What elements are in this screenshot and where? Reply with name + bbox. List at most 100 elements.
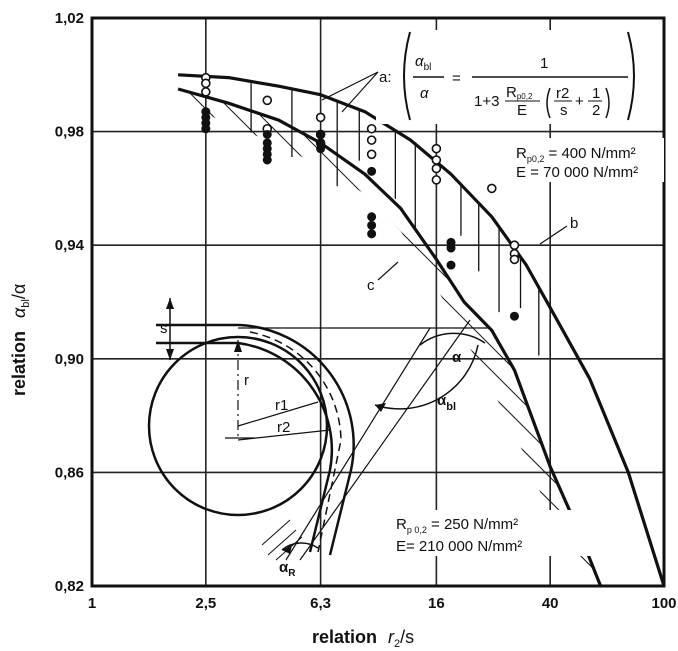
r1-leader bbox=[237, 401, 319, 427]
plot-frame bbox=[90, 16, 666, 588]
formula-alpha-bl: αbl bbox=[415, 53, 431, 73]
bend-sketch bbox=[147, 298, 490, 561]
lower-e-value: E= 210 000 N/mm² bbox=[396, 538, 522, 555]
formula-alpha-den: α bbox=[420, 85, 429, 102]
open-point bbox=[431, 155, 442, 165]
sheet-inner-edge bbox=[156, 341, 334, 553]
y-axis-sub: bl bbox=[20, 299, 32, 308]
filled-point bbox=[316, 144, 326, 154]
alpha-bl-sub: bl bbox=[446, 401, 456, 413]
inset-alpha-bl-label: αbl bbox=[437, 392, 456, 413]
x-axis-symbol: r bbox=[388, 627, 395, 647]
filled-point bbox=[262, 129, 272, 139]
filled-point bbox=[367, 166, 377, 176]
inset-alpha-label: α bbox=[452, 349, 462, 366]
leader-lines bbox=[250, 81, 540, 356]
alpha-bl-symbol: α bbox=[437, 392, 447, 409]
formula-rp: Rp0,2 bbox=[506, 84, 533, 101]
x-axis-word: relation bbox=[312, 627, 377, 647]
upper-e-value: E = 70 000 N/mm² bbox=[516, 164, 638, 181]
inset-r-label: r bbox=[244, 372, 249, 389]
x-tick-label: 6,3 bbox=[310, 595, 331, 612]
formula-paren-left bbox=[403, 31, 411, 121]
alpha-r-arrow bbox=[282, 545, 292, 554]
filled-point bbox=[201, 124, 211, 134]
open-point bbox=[509, 240, 520, 250]
open-point bbox=[366, 123, 377, 134]
curve-b-pointer bbox=[539, 225, 568, 245]
formula-inner-paren-right bbox=[605, 87, 610, 119]
alpha-bl-arc bbox=[374, 344, 479, 410]
filled-point bbox=[367, 229, 377, 239]
open-point bbox=[366, 149, 377, 160]
svg-text:Rp0,2 = 400 N/mm²: Rp0,2 = 400 N/mm² bbox=[516, 145, 636, 164]
formula-half-top: 1 bbox=[592, 85, 600, 102]
filled-point bbox=[446, 243, 456, 253]
y-tick-label: 0,98 bbox=[55, 124, 84, 141]
curve-c bbox=[177, 87, 603, 586]
y-tick-label: 1,02 bbox=[55, 10, 84, 27]
y-axis-symbol: α bbox=[9, 307, 29, 318]
formula-plus: + bbox=[575, 93, 584, 110]
open-point bbox=[262, 95, 273, 106]
alpha-bl-arrow bbox=[375, 403, 386, 412]
formula-pointer-2 bbox=[341, 71, 379, 113]
upper-r-value: = 400 N/mm² bbox=[544, 145, 635, 162]
formula-pointer-1 bbox=[321, 71, 379, 101]
svg-text:Rp 0,2 = 250 N/mm²: Rp 0,2 = 250 N/mm² bbox=[396, 516, 518, 535]
x-axis-tail: /s bbox=[400, 627, 414, 647]
y-axis-word: relation bbox=[9, 331, 29, 396]
alpha-r-symbol: α bbox=[279, 559, 289, 576]
hatch-tool-1 bbox=[261, 519, 291, 546]
formula-alpha-bl-sub: bl bbox=[424, 62, 432, 73]
r-arrow bbox=[234, 340, 242, 352]
y-tick-label: 0,86 bbox=[55, 464, 84, 481]
formula: a: αbl α = 1 1+3 Rp0,2 E r2 s + 1 2 bbox=[376, 30, 638, 124]
x-tick-label: 100 bbox=[651, 595, 676, 612]
filled-point bbox=[446, 260, 456, 270]
curves bbox=[177, 73, 664, 586]
formula-equals: = bbox=[452, 70, 461, 87]
open-point bbox=[201, 78, 211, 89]
formula-rp-r: R bbox=[506, 84, 517, 101]
y-tick-label: 0,90 bbox=[55, 351, 84, 368]
y-tick-label: 0,94 bbox=[55, 237, 85, 254]
open-point bbox=[201, 87, 211, 97]
open-point bbox=[366, 135, 377, 145]
filled-point bbox=[367, 212, 377, 222]
alpha-r-sub: R bbox=[288, 568, 296, 579]
x-tick-label: 1 bbox=[88, 595, 96, 612]
angle-ray-2 bbox=[299, 319, 471, 561]
formula-paren-right bbox=[627, 31, 635, 121]
lower-r-value: = 250 N/mm² bbox=[427, 516, 518, 533]
curve-c-pointer bbox=[377, 261, 399, 281]
upper-r-sub: p0,2 bbox=[527, 154, 545, 164]
open-point bbox=[487, 183, 497, 194]
s-arrow-bottom bbox=[166, 349, 174, 360]
filled-point bbox=[262, 155, 272, 165]
formula-e: E bbox=[517, 102, 527, 119]
open-point bbox=[431, 175, 442, 185]
formula-one: 1 bbox=[540, 55, 548, 72]
alpha-arc bbox=[419, 332, 486, 346]
formula-alpha-bl-sym: α bbox=[415, 53, 424, 70]
filled-point bbox=[367, 220, 377, 230]
sheet-springback-edge bbox=[249, 331, 342, 553]
inset-s-label: s bbox=[160, 320, 168, 337]
upper-material-note: Rp0,2 = 400 N/mm² E = 70 000 N/mm² bbox=[512, 138, 664, 182]
y-axis-label: relation αbl/α bbox=[9, 284, 32, 396]
formula-den-lead: 1+3 bbox=[474, 93, 499, 110]
hatch-tool-3 bbox=[275, 536, 303, 561]
open-point bbox=[315, 112, 326, 123]
x-tick-label: 40 bbox=[542, 595, 559, 612]
tick-labels: 1 2,5 6,3 16 40 100 1,02 0,98 0,94 0,90 0,86 0,82 bbox=[55, 10, 677, 612]
formula-half-bot: 2 bbox=[592, 102, 600, 119]
curve-label-c: c bbox=[367, 277, 375, 294]
formula-prefix: a: bbox=[379, 69, 392, 86]
inset-alpha-r-label: αR bbox=[279, 559, 296, 579]
x-tick-label: 2,5 bbox=[195, 595, 216, 612]
s-arrow-top bbox=[166, 298, 174, 309]
formula-rp-sub: p0,2 bbox=[517, 92, 533, 101]
formula-inner-paren-left bbox=[546, 87, 551, 119]
